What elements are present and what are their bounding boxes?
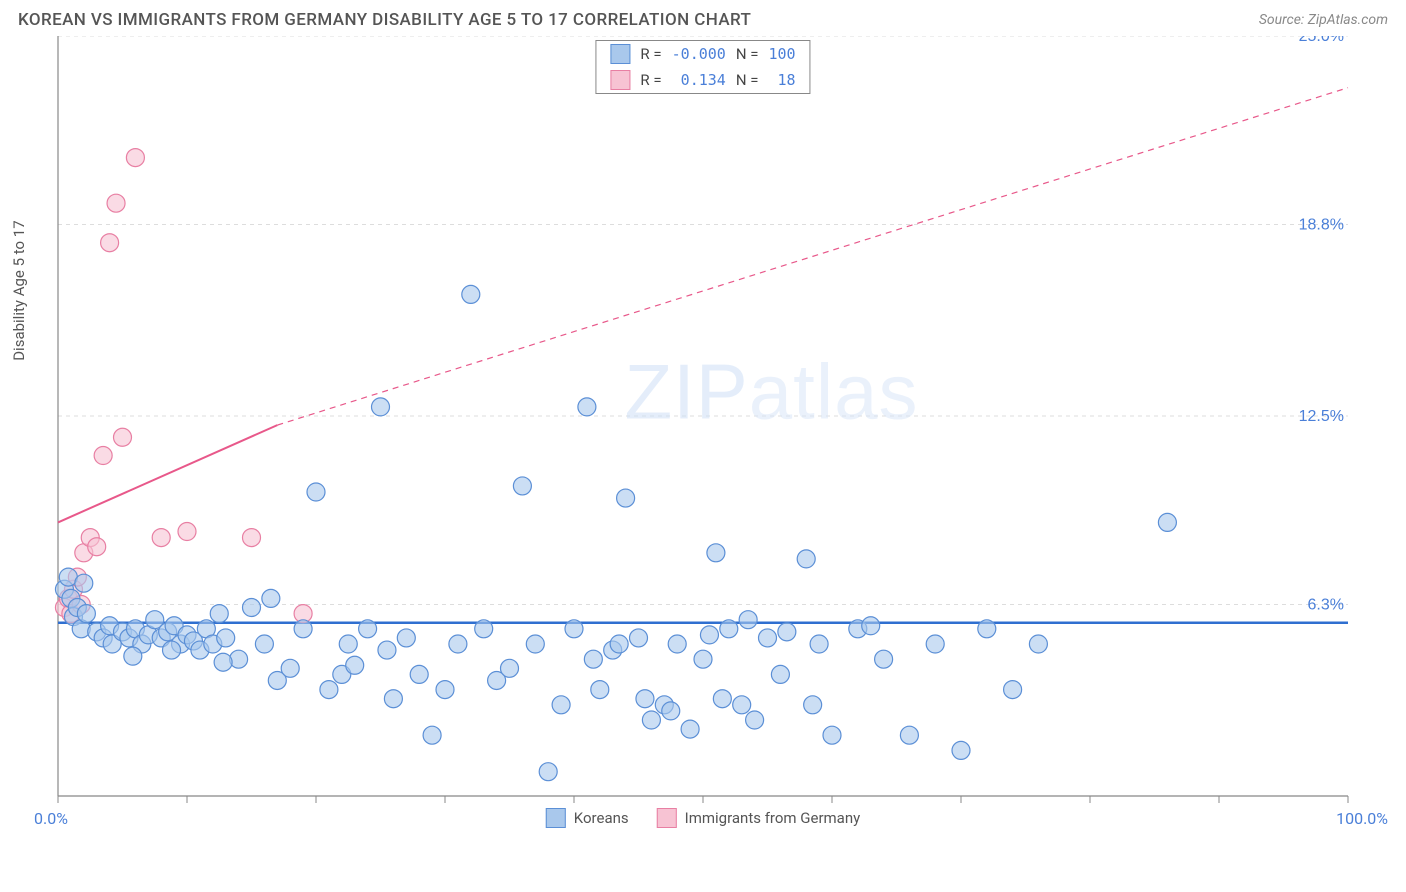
legend-item-germany: Immigrants from Germany — [657, 808, 861, 828]
chart-header: KOREAN VS IMMIGRANTS FROM GERMANY DISABI… — [0, 0, 1406, 36]
legend-label-koreans: Koreans — [574, 809, 629, 827]
chart-title: KOREAN VS IMMIGRANTS FROM GERMANY DISABI… — [18, 10, 751, 30]
r-value-koreans: -0.000 — [672, 45, 726, 63]
n-label: N = — [736, 45, 759, 63]
r-label: R = — [640, 45, 661, 63]
svg-text:12.5%: 12.5% — [1299, 408, 1344, 425]
correlation-legend: R = -0.000 N = 100 R = 0.134 N = 18 — [595, 40, 810, 94]
legend-row-germany: R = 0.134 N = 18 — [596, 67, 809, 93]
swatch-koreans — [610, 44, 630, 64]
swatch-germany — [610, 70, 630, 90]
x-axis-max-label: 100.0% — [1336, 809, 1388, 828]
r-label: R = — [640, 71, 661, 89]
legend-item-koreans: Koreans — [546, 808, 629, 828]
chart-container: Disability Age 5 to 17 ZIPatlas 6.3%12.5… — [18, 36, 1388, 826]
n-value-koreans: 100 — [768, 45, 795, 63]
svg-text:18.8%: 18.8% — [1299, 216, 1344, 233]
series-legend: Koreans Immigrants from Germany — [546, 808, 860, 828]
scatter-chart: 6.3% 12.5% 18.8% 25.0% — [18, 36, 1358, 826]
svg-text:25.0%: 25.0% — [1299, 36, 1344, 45]
y-axis-label: Disability Age 5 to 17 — [10, 220, 28, 360]
svg-text:6.3%: 6.3% — [1308, 596, 1344, 613]
legend-label-germany: Immigrants from Germany — [685, 809, 861, 827]
swatch-koreans-icon — [546, 808, 566, 828]
swatch-germany-icon — [657, 808, 677, 828]
x-axis-min-label: 0.0% — [34, 809, 68, 828]
source-attribution: Source: ZipAtlas.com — [1259, 12, 1388, 28]
n-label: N = — [736, 71, 759, 89]
legend-row-koreans: R = -0.000 N = 100 — [596, 41, 809, 67]
r-value-germany: 0.134 — [672, 71, 726, 89]
n-value-germany: 18 — [768, 71, 795, 89]
